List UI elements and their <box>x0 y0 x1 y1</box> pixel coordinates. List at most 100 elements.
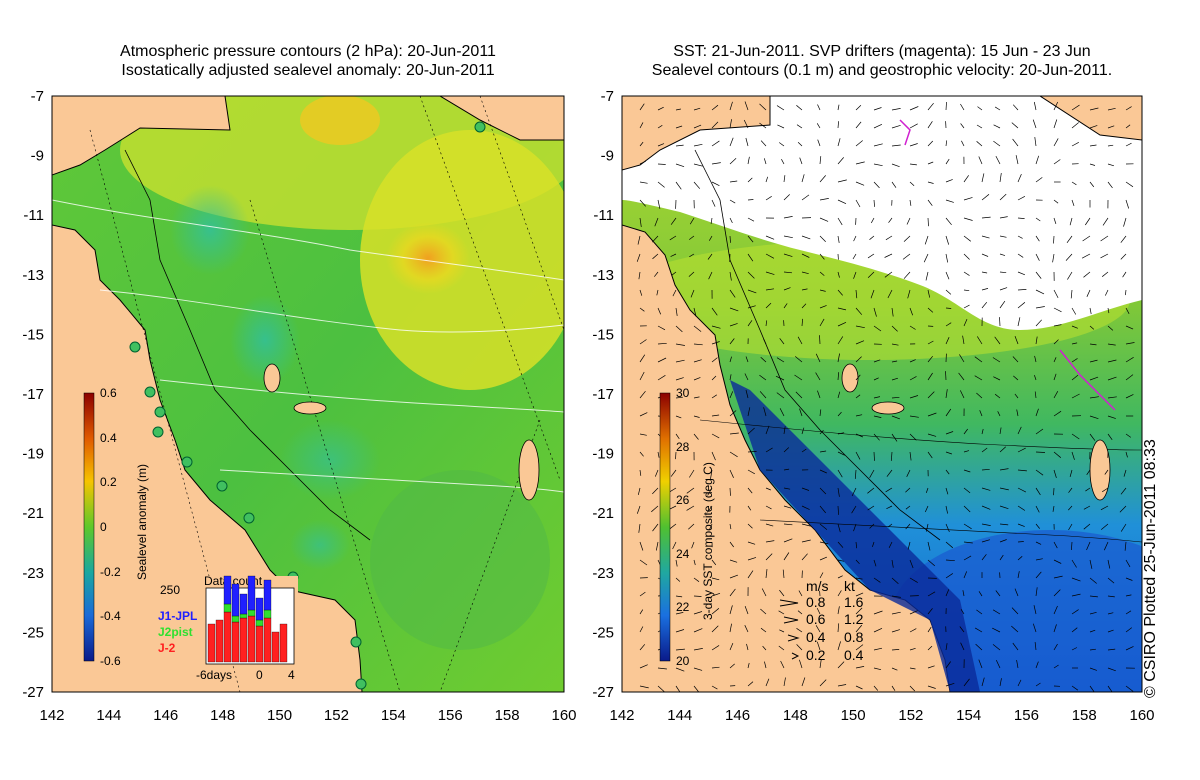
velocity-arrow <box>891 629 901 633</box>
velocity-arrow <box>759 391 767 399</box>
velocity-arrow <box>945 643 948 651</box>
velocity-arrow <box>1071 627 1078 633</box>
velocity-arrow <box>729 623 732 633</box>
velocity-arrow <box>747 541 756 545</box>
inset-bar-segment <box>231 615 240 623</box>
velocity-arrow <box>675 377 684 381</box>
velocity-arrow <box>1071 307 1077 315</box>
velocity-arrow <box>1035 253 1040 261</box>
velocity-arrow <box>783 538 793 543</box>
velocity-arrow <box>639 433 647 436</box>
velocity-arrow <box>765 569 768 579</box>
inset-bar-segment <box>239 617 248 663</box>
velocity-arrow <box>675 359 685 363</box>
velocity-arrow <box>639 591 646 597</box>
velocity-arrow <box>654 271 659 277</box>
velocity-arrow <box>999 271 1007 274</box>
velocity-arrow <box>639 289 643 296</box>
velocity-arrow <box>855 624 863 633</box>
velocity-arrow <box>657 143 665 147</box>
velocity-arrow <box>747 427 755 435</box>
left-tide-gauge <box>181 456 193 468</box>
velocity-arrow <box>927 181 934 184</box>
velocity-arrow <box>708 523 713 531</box>
vel-row-3-ms: 0.2 <box>806 647 826 663</box>
velocity-arrow <box>837 641 841 651</box>
velocity-arrow <box>639 199 646 207</box>
velocity-arrow <box>977 106 983 111</box>
velocity-arrow <box>675 307 678 316</box>
velocity-arrow <box>945 389 948 399</box>
velocity-arrow <box>837 307 847 311</box>
data-count-inset: Data count 250 J1-JPL J2pist J-2 -6days … <box>154 574 298 682</box>
velocity-arrow <box>729 469 734 478</box>
velocity-arrow <box>711 121 719 129</box>
velocity-arrow <box>657 199 661 209</box>
velocity-arrow <box>891 360 898 363</box>
velocity-arrow <box>960 103 965 111</box>
velocity-arrow <box>747 177 753 183</box>
velocity-arrow <box>924 235 929 245</box>
velocity-arrow <box>1071 559 1077 568</box>
velocity-arrow <box>909 181 915 187</box>
velocity-arrow <box>958 372 965 381</box>
right-map-frame <box>621 95 1143 693</box>
velocity-arrow <box>1017 679 1022 687</box>
velocity-arrow <box>819 335 821 345</box>
velocity-arrow <box>945 408 952 417</box>
velocity-arrow <box>819 156 822 165</box>
velocity-arrow <box>867 505 875 511</box>
velocity-arrow <box>873 559 877 567</box>
velocity-arrow <box>1089 125 1098 129</box>
velocity-arrow <box>974 356 983 363</box>
velocity-arrow <box>747 662 750 669</box>
velocity-arrow <box>1100 253 1109 259</box>
velocity-arrow <box>1035 451 1046 453</box>
left-png-land <box>52 96 231 176</box>
velocity-legend: m/s kt 0.8 1.6 0.6 1.2 0.4 0.8 0.2 0.4 <box>779 578 864 663</box>
velocity-arrow <box>855 541 858 549</box>
velocity-arrow <box>1125 394 1134 399</box>
velocity-arrow <box>711 181 720 187</box>
velocity-arrow <box>747 271 755 279</box>
velocity-arrow <box>652 487 659 495</box>
velocity-arrow <box>1107 343 1116 346</box>
left-cb-tick-5: -0.4 <box>100 609 121 623</box>
right-x-axis-label: 160 <box>1129 707 1154 724</box>
velocity-arrow <box>675 629 685 633</box>
velocity-arrow <box>744 101 749 111</box>
velocity-arrow <box>873 396 881 399</box>
velocity-arrow <box>710 217 713 224</box>
velocity-arrow <box>761 588 767 597</box>
velocity-arrow <box>925 523 929 532</box>
velocity-arrow <box>873 577 881 583</box>
velocity-arrow <box>780 660 785 669</box>
velocity-arrow <box>855 607 863 615</box>
velocity-arrow <box>981 677 985 687</box>
velocity-arrow <box>675 595 683 598</box>
velocity-arrow <box>891 343 899 346</box>
velocity-arrow <box>693 415 700 418</box>
velocity-arrow <box>693 307 697 317</box>
velocity-arrow <box>1012 356 1019 363</box>
right-y-axis-label: -13 <box>592 267 614 284</box>
velocity-arrow <box>855 307 863 315</box>
velocity-arrow <box>1083 271 1091 278</box>
velocity-arrow <box>1104 469 1109 475</box>
velocity-arrow <box>760 627 767 633</box>
velocity-arrow <box>909 143 918 147</box>
velocity-arrow <box>994 393 1001 399</box>
velocity-arrow <box>1125 594 1132 597</box>
velocity-arrow <box>945 271 950 280</box>
velocity-arrow <box>1107 359 1117 363</box>
velocity-arrow <box>837 559 845 562</box>
velocity-arrow <box>783 175 786 183</box>
velocity-arrow <box>870 289 875 299</box>
velocity-arrow <box>1100 505 1109 511</box>
velocity-arrow <box>783 523 793 526</box>
velocity-arrow <box>993 376 1001 381</box>
left-tide-gauge <box>355 678 367 690</box>
velocity-arrow <box>1071 433 1080 440</box>
velocity-arrow <box>1068 523 1073 531</box>
velocity-arrow <box>981 288 989 291</box>
